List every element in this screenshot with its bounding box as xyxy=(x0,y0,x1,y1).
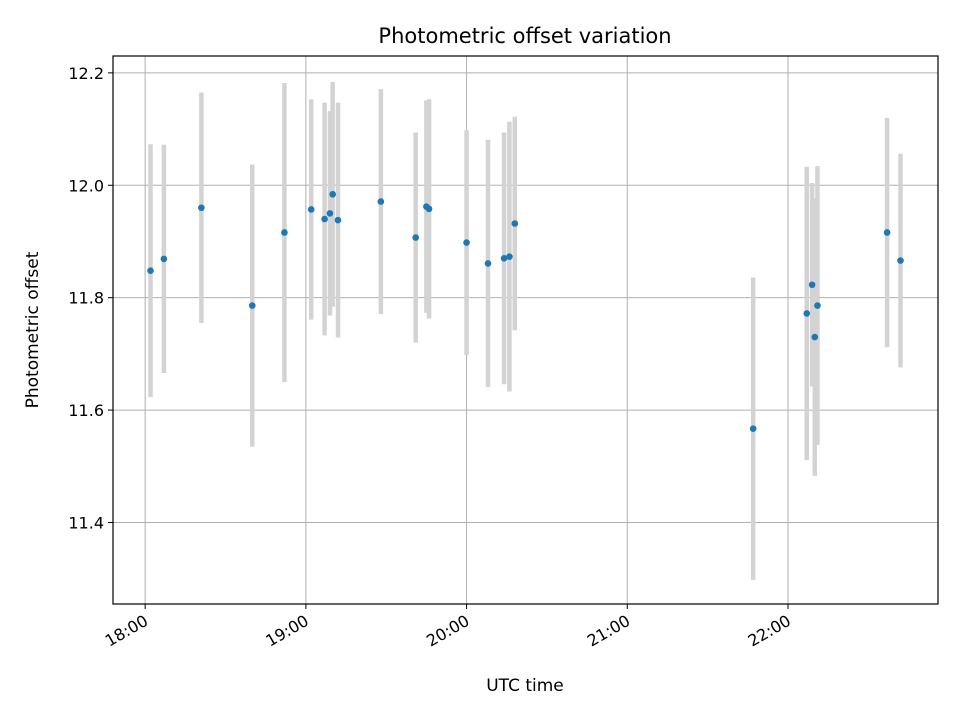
data-point xyxy=(811,333,819,341)
data-point xyxy=(412,234,419,241)
data-point xyxy=(814,302,821,309)
y-axis: 11.4 11.6 11.8 12.0 12.2 xyxy=(68,64,113,533)
plot-frame xyxy=(112,55,939,605)
data-point xyxy=(897,257,904,264)
data-point xyxy=(326,210,334,217)
data-point xyxy=(321,215,328,223)
data-point xyxy=(463,239,470,246)
y-axis-label: Photometric offset xyxy=(23,251,43,408)
data-point xyxy=(749,425,757,432)
y-tick-label: 12.0 xyxy=(68,176,104,195)
data-point xyxy=(883,229,891,236)
data-point xyxy=(281,229,288,236)
data-point xyxy=(377,198,385,205)
x-axis: 18:00 19:00 20:00 21:00 22:00 xyxy=(102,604,794,651)
data-point xyxy=(334,216,342,224)
data-point xyxy=(500,255,508,262)
data-point xyxy=(484,260,492,267)
x-tick-label: 22:00 xyxy=(745,611,794,651)
y-tick-label: 11.6 xyxy=(68,401,104,420)
y-tick-label: 12.2 xyxy=(68,64,104,83)
x-tick-label: 19:00 xyxy=(262,611,311,651)
data-point xyxy=(506,253,513,260)
data-point xyxy=(160,255,168,263)
data-point xyxy=(808,281,816,289)
data-point xyxy=(248,302,256,309)
x-tick-label: 21:00 xyxy=(584,611,633,651)
data-point xyxy=(147,267,154,275)
data-points xyxy=(147,190,904,432)
data-point xyxy=(307,206,315,213)
data-point xyxy=(425,205,433,213)
data-point xyxy=(198,204,205,212)
data-point xyxy=(329,190,336,198)
y-tick-label: 11.8 xyxy=(68,289,104,308)
data-point xyxy=(803,310,811,317)
x-tick-label: 18:00 xyxy=(102,611,151,651)
data-point xyxy=(511,220,519,227)
x-axis-label: UTC time xyxy=(486,676,564,696)
chart-title: Photometric offset variation xyxy=(378,24,671,48)
x-tick-label: 20:00 xyxy=(423,611,472,651)
y-tick-label: 11.4 xyxy=(68,514,104,533)
